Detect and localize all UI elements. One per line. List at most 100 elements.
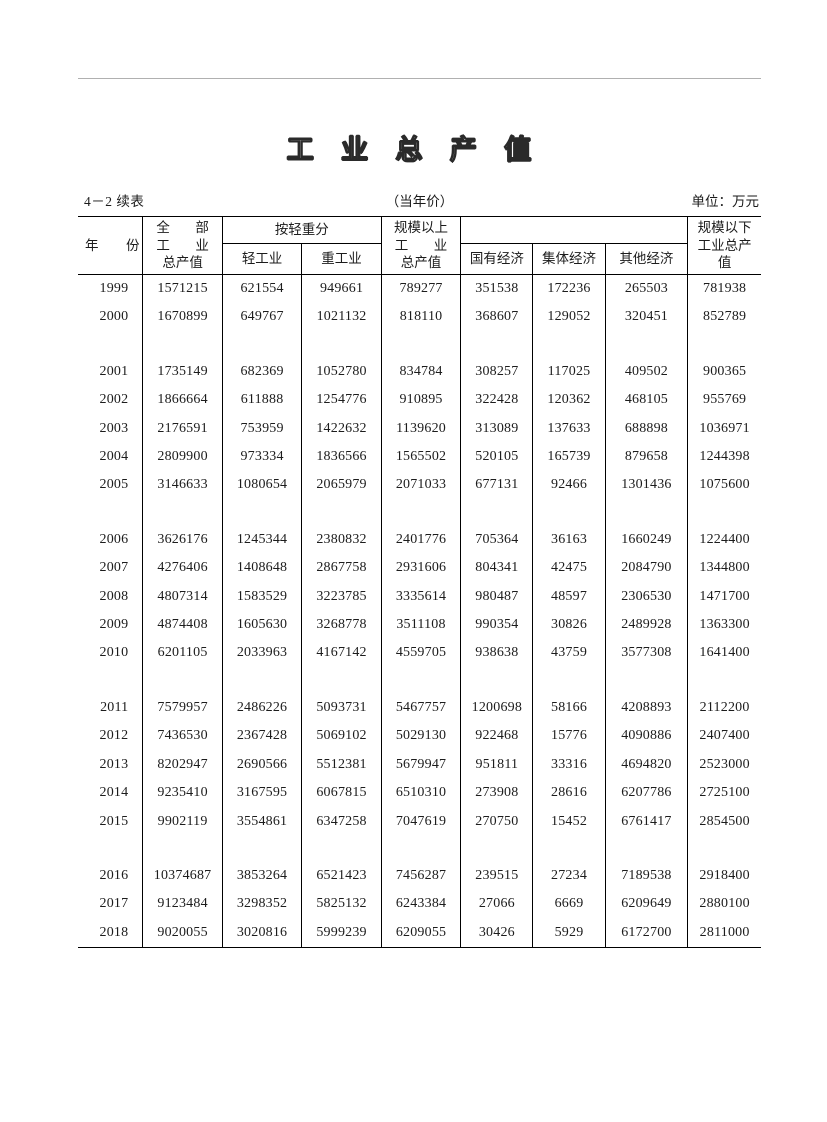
cell-below_scale_total: 1075600: [687, 471, 761, 500]
cell-above_scale_total: 818110: [380, 303, 462, 332]
cell-collective: 30826: [532, 611, 606, 640]
table-group-spacer: [78, 499, 761, 526]
cell-heavy_industry: 5069102: [301, 722, 382, 751]
cell-light_industry: 2486226: [221, 693, 303, 723]
table-row: 1999 1571215 621554 949661 789277 351538 17223…: [78, 274, 761, 304]
cell-other: 320451: [604, 303, 689, 332]
table-row: 2010 6201105 2033963 4167142 4559705 938638 43…: [78, 639, 761, 668]
cell-below_scale_total: 2811000: [687, 918, 761, 949]
spacer-cell: [380, 835, 462, 862]
cell-light_industry: 3020816: [221, 918, 303, 949]
cell-below_scale_total: 1363300: [687, 611, 761, 640]
cell-heavy_industry: 1422632: [301, 414, 382, 444]
cell-light_industry: 682369: [221, 357, 303, 387]
cell-year: 2014: [78, 779, 144, 808]
spacer-cell: [604, 499, 689, 526]
cell-collective: 120362: [532, 386, 606, 415]
spacer-cell: [142, 667, 223, 694]
cell-year: 2017: [78, 890, 144, 919]
cell-state_owned: 705364: [460, 525, 534, 555]
table-group-spacer: [78, 667, 761, 694]
cell-collective: 58166: [532, 693, 606, 723]
table-row: 2005 3146633 1080654 2065979 2071033 677131 92…: [78, 471, 761, 500]
cell-below_scale_total: 2523000: [687, 750, 761, 780]
cell-heavy_industry: 2867758: [301, 554, 382, 583]
cell-above_scale_total: 2401776: [380, 525, 462, 555]
cell-other: 409502: [604, 357, 689, 387]
table-body: 1999 1571215 621554 949661 789277 351538 17223…: [78, 274, 761, 949]
cell-other: 265503: [604, 274, 689, 304]
cell-collective: 48597: [532, 582, 606, 612]
col-header-above-scale-group: [460, 216, 689, 244]
cell-light_industry: 1605630: [221, 611, 303, 640]
cell-above_scale_total: 910895: [380, 386, 462, 415]
cell-light_industry: 1408648: [221, 554, 303, 583]
col-header-total-output: 全 部 工 业 总产值: [142, 216, 223, 275]
spacer-cell: [78, 499, 144, 526]
spacer-cell: [380, 331, 462, 358]
cell-other: 6172700: [604, 918, 689, 949]
cell-other: 6761417: [604, 807, 689, 836]
cell-state_owned: 270750: [460, 807, 534, 836]
cell-total_industrial_output: 9902119: [142, 807, 223, 836]
cell-total_industrial_output: 3146633: [142, 471, 223, 500]
cell-state_owned: 980487: [460, 582, 534, 612]
cell-heavy_industry: 5512381: [301, 750, 382, 780]
cell-below_scale_total: 2854500: [687, 807, 761, 836]
spacer-cell: [142, 835, 223, 862]
spacer-cell: [604, 835, 689, 862]
cell-above_scale_total: 7456287: [380, 861, 462, 891]
col-header-heavy-industry: 重工业: [301, 243, 382, 275]
spacer-cell: [142, 331, 223, 358]
col-header-other: 其他经济: [604, 243, 688, 275]
cell-light_industry: 753959: [221, 414, 303, 444]
spacer-cell: [604, 667, 689, 694]
spacer-cell: [687, 667, 761, 694]
cell-other: 2084790: [604, 554, 689, 583]
cell-collective: 165739: [532, 443, 606, 472]
page-title: 工 业 总 产 值: [286, 134, 541, 166]
spacer-cell: [687, 499, 761, 526]
unit-note: 单位：万元: [691, 194, 760, 209]
cell-other: 7189538: [604, 861, 689, 891]
cell-heavy_industry: 5825132: [301, 890, 382, 919]
price-basis-note: （当年价）: [385, 194, 454, 209]
cell-above_scale_total: 1565502: [380, 443, 462, 472]
table-row: 2004 2809900 973334 1836566 1565502 520105 165…: [78, 443, 761, 472]
cell-collective: 129052: [532, 303, 606, 332]
table-container: 年 份 全 部 工 业 总产值 按轻重分 规模以: [78, 216, 761, 949]
col-header-below-scale-total: 规模以下 工业总产 值: [687, 216, 761, 275]
spacer-cell: [532, 835, 606, 862]
cell-below_scale_total: 1641400: [687, 639, 761, 668]
cell-below_scale_total: 2725100: [687, 779, 761, 808]
cell-state_owned: 520105: [460, 443, 534, 472]
cell-collective: 137633: [532, 414, 606, 444]
cell-year: 2016: [78, 861, 144, 891]
cell-total_industrial_output: 7436530: [142, 722, 223, 751]
col-header-above-scale-total: 规模以上 工 业 总产值: [380, 216, 462, 275]
cell-below_scale_total: 1224400: [687, 525, 761, 555]
table-row: 2000 1670899 649767 1021132 818110 368607 1290…: [78, 303, 761, 332]
cell-collective: 15776: [532, 722, 606, 751]
col-header-light-industry: 轻工业: [222, 243, 303, 275]
cell-total_industrial_output: 1735149: [142, 357, 223, 387]
cell-heavy_industry: 3268778: [301, 611, 382, 640]
cell-light_industry: 611888: [221, 386, 303, 415]
cell-year: 2018: [78, 918, 144, 949]
spacer-cell: [78, 835, 144, 862]
spacer-cell: [221, 667, 303, 694]
cell-light_industry: 1583529: [221, 582, 303, 612]
cell-total_industrial_output: 6201105: [142, 639, 223, 668]
spacer-cell: [301, 331, 382, 358]
cell-above_scale_total: 4559705: [380, 639, 462, 668]
cell-year: 2011: [78, 693, 144, 723]
cell-collective: 92466: [532, 471, 606, 500]
cell-other: 2306530: [604, 582, 689, 612]
cell-light_industry: 1080654: [221, 471, 303, 500]
spacer-cell: [380, 499, 462, 526]
cell-year: 2012: [78, 722, 144, 751]
cell-heavy_industry: 3223785: [301, 582, 382, 612]
cell-below_scale_total: 2112200: [687, 693, 761, 723]
cell-collective: 42475: [532, 554, 606, 583]
